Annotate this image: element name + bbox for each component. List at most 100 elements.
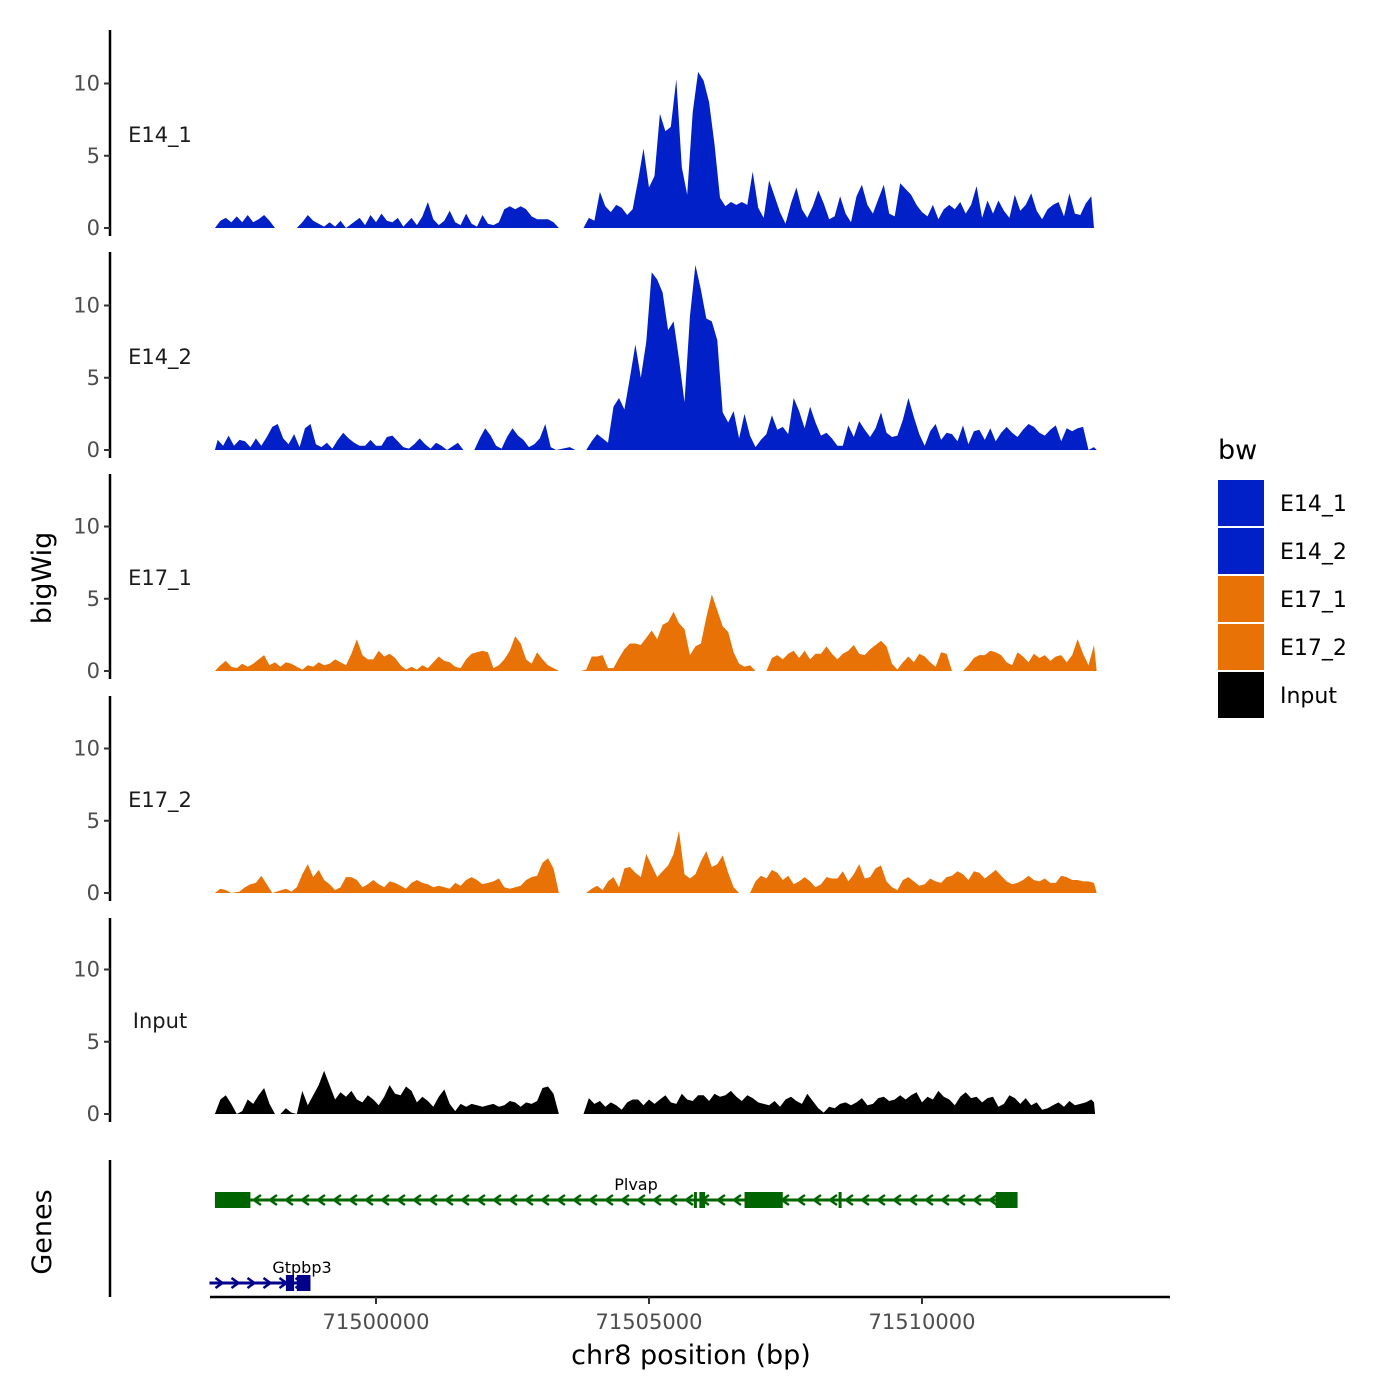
strand-chevron <box>987 1193 998 1207</box>
legend-label-Input: Input <box>1280 684 1337 709</box>
strand-chevron <box>411 1193 422 1207</box>
x-tick-label: 71505000 <box>596 1310 703 1334</box>
strand-chevron <box>230 1276 241 1290</box>
legend-key-E17_1 <box>1218 576 1264 622</box>
strand-chevron <box>459 1193 470 1207</box>
strand-chevron <box>587 1193 598 1207</box>
strand-chevron <box>939 1193 950 1207</box>
y-tick-label: 10 <box>73 958 100 982</box>
signal-area-Input <box>214 1070 1096 1114</box>
strand-chevron <box>555 1193 566 1207</box>
track-E14_1: 0 5 10 E14_1 <box>73 30 1094 240</box>
strand-chevron <box>955 1193 966 1207</box>
strand-chevron <box>683 1193 694 1207</box>
track-E14_2: 0 5 10 E14_2 <box>73 252 1097 462</box>
exon-block <box>744 1192 783 1208</box>
strand-chevron <box>715 1193 726 1207</box>
y-tick-label: 5 <box>87 587 100 611</box>
y-tick-label: 0 <box>87 659 100 683</box>
strand-chevron <box>619 1193 630 1207</box>
legend-label-E14_1: E14_1 <box>1280 492 1347 517</box>
exon-block <box>296 1275 311 1291</box>
legend-key-Input <box>1218 672 1264 718</box>
legend-label-E17_1: E17_1 <box>1280 588 1347 613</box>
exon-tick <box>702 1192 706 1208</box>
strand-chevron <box>299 1193 310 1207</box>
strand-chevron <box>363 1193 374 1207</box>
exon-tick <box>693 1192 697 1208</box>
strand-chevron <box>214 1276 225 1290</box>
y-tick-label: 10 <box>73 737 100 761</box>
strand-chevron <box>507 1193 518 1207</box>
strand-chevron <box>923 1193 934 1207</box>
strand-chevron <box>891 1193 902 1207</box>
y-tick-label: 0 <box>87 881 100 905</box>
signal-area-E14_1 <box>214 71 1094 229</box>
strand-chevron <box>667 1193 678 1207</box>
strand-chevron <box>475 1193 486 1207</box>
strand-chevron <box>907 1193 918 1207</box>
strand-chevron <box>795 1193 806 1207</box>
signal-area-E17_2 <box>214 830 1097 893</box>
y-tick-label: 5 <box>87 366 100 390</box>
track-Input: 0 5 10 Input <box>73 918 1096 1126</box>
strand-chevron <box>427 1193 438 1207</box>
gene-Plvap: Plvap <box>214 1175 1018 1208</box>
legend-title: bw <box>1218 435 1257 466</box>
strand-chevron <box>635 1193 646 1207</box>
strand-chevron <box>262 1276 273 1290</box>
strand-chevron <box>315 1193 326 1207</box>
x-axis-title: chr8 position (bp) <box>571 1340 811 1371</box>
track-E17_1: 0 5 10 E17_1 <box>73 474 1097 683</box>
strand-chevron <box>875 1193 886 1207</box>
track-label-E14_2: E14_2 <box>128 345 192 370</box>
exon-block <box>214 1192 251 1208</box>
strand-chevron <box>843 1193 854 1207</box>
y-tick-label: 10 <box>73 294 100 318</box>
signal-area-E14_2 <box>214 265 1097 450</box>
strand-chevron <box>443 1193 454 1207</box>
strand-chevron <box>827 1193 838 1207</box>
y-tick-label: 0 <box>87 216 100 240</box>
legend-key-E17_2 <box>1218 624 1264 670</box>
y-tick-label: 5 <box>87 1030 100 1054</box>
track-label-E14_1: E14_1 <box>128 123 192 148</box>
x-tick-label: 71500000 <box>323 1310 430 1334</box>
y-tick-label: 5 <box>87 809 100 833</box>
y-axis-title: bigWig <box>27 532 58 625</box>
exon-block <box>995 1192 1018 1208</box>
exon-tick <box>838 1192 842 1208</box>
exon-block <box>285 1275 295 1291</box>
signal-area-E17_1 <box>214 594 1097 671</box>
gene-Gtpbp3: Gtpbp3 <box>209 1258 332 1291</box>
signal-tracks: 0 5 10 E14_1 0 5 10 E14_2 0 5 10 E17_1 0 5 10 E17_2 0 5 10… <box>73 30 1097 1126</box>
y-tick-label: 0 <box>87 438 100 462</box>
strand-chevron <box>283 1193 294 1207</box>
strand-chevron <box>379 1193 390 1207</box>
strand-chevron <box>251 1193 262 1207</box>
y-tick-label: 5 <box>87 144 100 168</box>
strand-chevron <box>731 1193 742 1207</box>
strand-chevron <box>395 1193 406 1207</box>
track-E17_2: 0 5 10 E17_2 <box>73 696 1097 905</box>
strand-chevron <box>491 1193 502 1207</box>
legend-key-E14_2 <box>1218 528 1264 574</box>
strand-chevron <box>811 1193 822 1207</box>
y-tick-label: 10 <box>73 515 100 539</box>
gene-label-Gtpbp3: Gtpbp3 <box>272 1258 331 1277</box>
strand-chevron <box>523 1193 534 1207</box>
strand-chevron <box>331 1193 342 1207</box>
legend-key-E14_1 <box>1218 480 1264 526</box>
strand-chevron <box>246 1276 257 1290</box>
y-tick-label: 10 <box>73 72 100 96</box>
strand-chevron <box>267 1193 278 1207</box>
strand-chevron <box>347 1193 358 1207</box>
strand-chevron <box>971 1193 982 1207</box>
track-label-E17_2: E17_2 <box>128 788 192 813</box>
legend: bw E14_1 E14_2 E17_1 E17_2 Input <box>1218 435 1347 718</box>
genes-axis-title: Genes <box>27 1189 58 1274</box>
x-tick-label: 71510000 <box>869 1310 976 1334</box>
gene-label-Plvap: Plvap <box>614 1175 658 1194</box>
exon-tick <box>699 1192 703 1208</box>
